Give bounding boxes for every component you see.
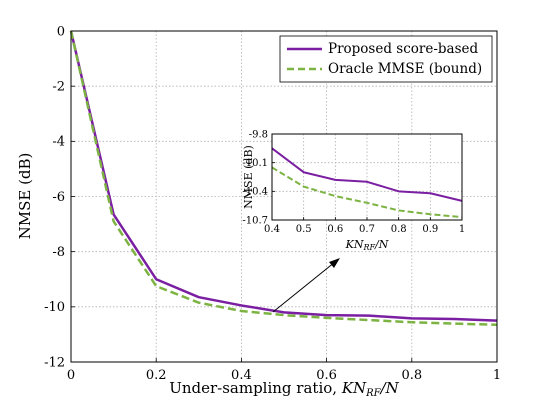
main-series (69, 30, 498, 327)
inset-chart: 0.4 0.5 0.6 0.7 0.8 0.9 1 -9.8 -10.1 -10.4 -10.7 K… (242, 129, 465, 252)
inset-arrow (272, 258, 340, 313)
legend: Proposed score-based Oracle MMSE (bound) (279, 35, 493, 83)
x-tick-label: 0.4 (264, 224, 280, 235)
y-tick-label: -6 (52, 190, 65, 205)
legend-box (279, 35, 493, 83)
x-tick-label: 1 (459, 224, 465, 235)
inset-ticks: 0.4 0.5 0.6 0.7 0.8 0.9 1 -9.8 -10.1 -10.4 -10.7 (242, 129, 465, 235)
y-tick-label: -10.4 (242, 187, 268, 198)
x-tick-label: 0 (67, 368, 75, 383)
x-tick-label: 0.5 (296, 224, 312, 235)
legend-label-oracle: Oracle MMSE (bound) (328, 61, 482, 77)
legend-label-proposed: Proposed score-based (328, 41, 479, 57)
x-tick-label: 0.8 (401, 368, 422, 383)
y-tick-label: 0 (57, 24, 65, 39)
inset-x-axis-label: KNRF/N (345, 238, 389, 252)
x-tick-label: 0.2 (146, 368, 167, 383)
series-line-oracle (271, 166, 463, 219)
series-line-proposed (69, 30, 498, 322)
y-axis-label: NMSE (dB) (16, 153, 34, 240)
x-tick-label: 0.6 (316, 368, 337, 383)
y-tick-label: -2 (52, 80, 65, 95)
x-tick-label: 0.6 (327, 224, 343, 235)
inset-series (271, 147, 463, 219)
x-tick-label: 1 (493, 368, 501, 383)
inset-y-axis-label: NMSE (dB) (242, 145, 255, 209)
x-tick-label: 0.7 (359, 224, 375, 235)
y-tick-label: -12 (44, 355, 65, 370)
x-tick-label: 0.8 (391, 224, 407, 235)
series-line-proposed (271, 147, 463, 202)
x-tick-label: 0.4 (231, 368, 252, 383)
inset-grid (272, 134, 462, 220)
y-tick-label: -4 (52, 135, 65, 150)
y-tick-label: -10 (44, 300, 65, 315)
y-tick-label: -10.7 (242, 215, 268, 226)
y-tick-label: -8 (52, 245, 65, 260)
series-line-oracle (69, 30, 498, 327)
x-axis-label: Under-sampling ratio, KNRF/N (169, 379, 399, 399)
arrow-head (329, 258, 340, 268)
arrow-shaft (272, 261, 336, 313)
y-tick-label: -10.1 (242, 158, 268, 169)
x-tick-label: 0.9 (422, 224, 438, 235)
y-tick-label: -9.8 (249, 129, 268, 140)
main-ticks: 0 0.2 0.4 0.6 0.8 1 0 -2 -4 -6 -8 -10 -12 (44, 24, 501, 383)
